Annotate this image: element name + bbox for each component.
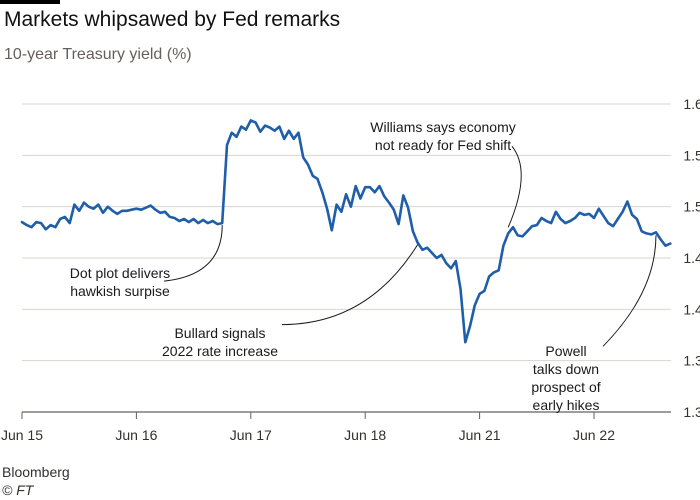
annotation-text: 2022 rate increase xyxy=(162,343,278,359)
annotation-text: Powell xyxy=(545,343,586,359)
annotation-text: early hikes xyxy=(533,397,600,413)
annotation-text: hawkish surpise xyxy=(70,283,170,299)
x-tick-label: Jun 18 xyxy=(344,427,386,443)
x-tick-label: Jun 15 xyxy=(1,427,43,443)
annotation-leader xyxy=(507,146,522,228)
x-axis: Jun 15 Jun 16 Jun 17 Jun 18 Jun 21 Jun 22 xyxy=(1,412,615,443)
annotations: Dot plot delivers hawkish surpise Bullard … xyxy=(70,119,601,413)
y-tick-label: 1.30 xyxy=(683,404,700,420)
x-tick-label: Jun 16 xyxy=(115,427,157,443)
annotation-leader xyxy=(281,244,419,326)
chart-title: Markets whipsawed by Fed remarks xyxy=(4,8,341,31)
series-line-10yr-yield xyxy=(20,119,672,344)
x-tick-label: Jun 17 xyxy=(230,427,272,443)
y-tick-label: 1.45 xyxy=(683,250,700,266)
source-note: Bloomberg xyxy=(2,464,70,480)
y-tick-label: 1.60 xyxy=(683,96,700,112)
annotation-text: prospect of xyxy=(531,379,600,395)
annotation-text: Dot plot delivers xyxy=(70,265,170,281)
y-tick-label: 1.35 xyxy=(683,353,700,369)
x-tick-label: Jun 22 xyxy=(573,427,615,443)
annotation-leader xyxy=(602,235,657,347)
y-axis: 1.30 1.35 1.40 1.45 1.50 1.55 1.60 xyxy=(683,96,700,420)
annotation-text: Williams says economy xyxy=(370,119,515,135)
y-tick-label: 1.50 xyxy=(683,199,700,215)
gridlines xyxy=(22,103,671,413)
annotation-leader xyxy=(163,225,223,282)
annotation-text: talks down xyxy=(533,361,599,377)
annotation-leaders xyxy=(163,146,657,347)
ft-top-bar xyxy=(0,0,60,4)
annotation-text: Bullard signals xyxy=(174,325,265,341)
chart-subtitle: 10-year Treasury yield (%) xyxy=(4,46,192,63)
y-tick-label: 1.40 xyxy=(683,301,700,317)
annotation-text: not ready for Fed shift xyxy=(375,137,511,153)
ft-credit: © FT xyxy=(2,482,34,498)
y-tick-label: 1.55 xyxy=(683,147,700,163)
x-tick-label: Jun 21 xyxy=(459,427,501,443)
